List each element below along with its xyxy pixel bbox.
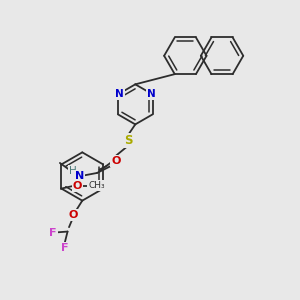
Text: N: N [75,171,84,181]
Text: O: O [73,181,82,190]
Text: CH₃: CH₃ [88,181,105,190]
Text: F: F [61,243,68,253]
Text: O: O [112,156,121,166]
Text: H: H [69,167,76,176]
Text: F: F [49,228,57,238]
Text: O: O [69,210,78,220]
Text: N: N [147,89,155,99]
Text: S: S [124,134,132,147]
Text: N: N [115,89,124,99]
